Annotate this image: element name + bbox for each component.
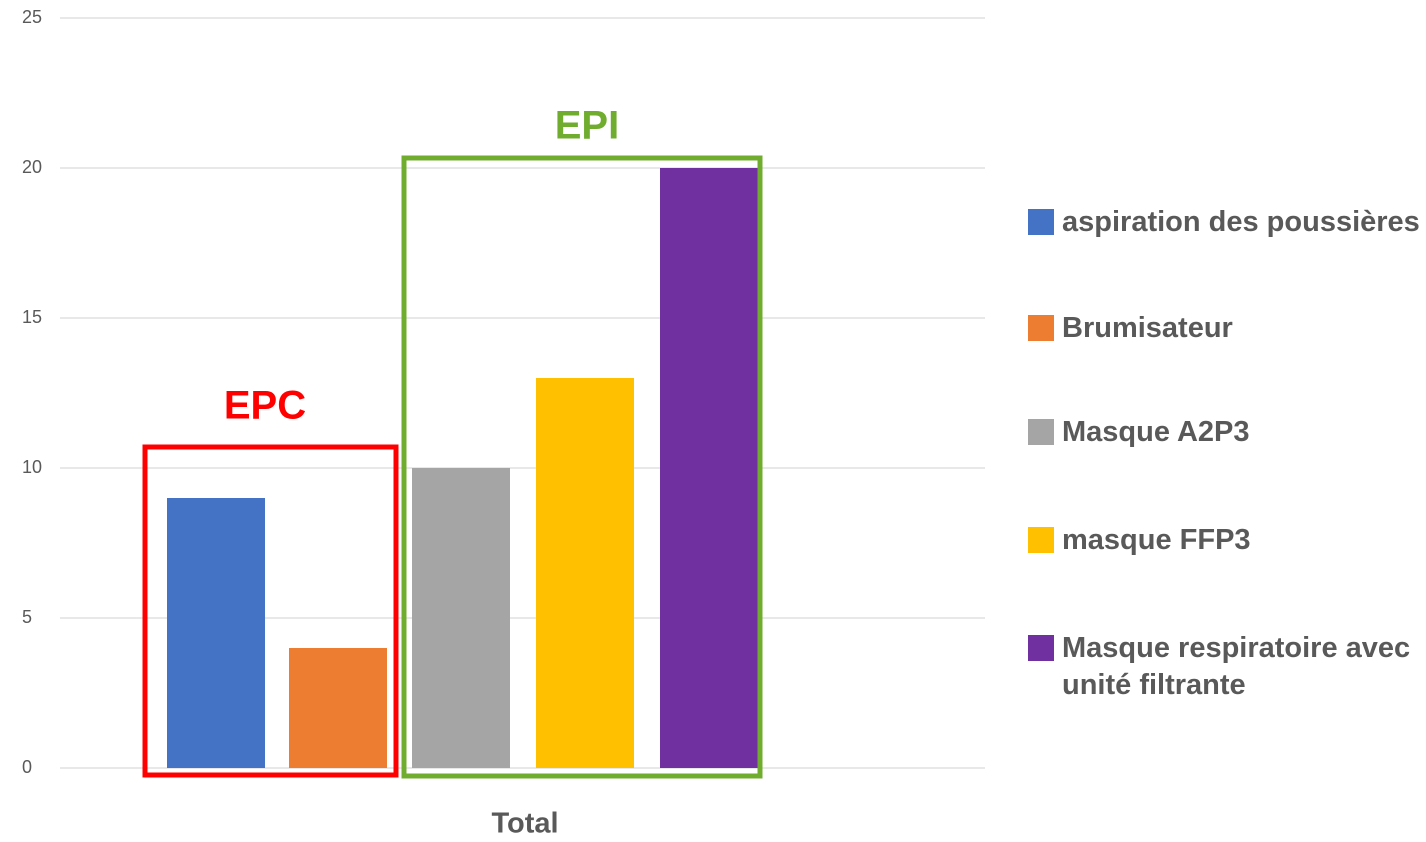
legend-label: aspiration des poussières [1062,206,1420,238]
x-tick-label: Total [491,808,558,840]
legend-swatch [1028,419,1054,445]
bar [660,168,758,768]
legend-label: masque FFP3 [1062,524,1251,556]
bar [167,498,265,768]
legend-item: Masque respiratoire avec unité filtrante [1028,630,1423,704]
legend-item: masque FFP3 [1028,522,1423,559]
legend-label: Brumisateur [1062,312,1233,344]
legend-item: Brumisateur [1028,310,1423,347]
legend-swatch [1028,635,1054,661]
legend-swatch [1028,315,1054,341]
annotation: EPI [555,104,619,148]
annotation-box [401,155,763,779]
bar [289,648,387,768]
legend-swatch [1028,209,1054,235]
y-tick-label: 15 [22,307,42,327]
y-tick-label: 10 [22,457,42,477]
annotation-box [142,444,399,778]
legend-item: Masque A2P3 [1028,414,1423,451]
y-tick-label: 20 [22,157,42,177]
legend-label: Masque A2P3 [1062,416,1250,448]
legend-label: Masque respiratoire avec unité filtrante [1062,632,1411,701]
legend-item: aspiration des poussières [1028,204,1423,241]
bar [536,378,634,768]
y-tick-label: 5 [22,607,32,627]
bar [412,468,510,768]
y-tick-label: 25 [22,7,42,27]
y-tick-label: 0 [22,757,32,777]
legend-swatch [1028,527,1054,553]
annotation: EPC [224,384,306,428]
